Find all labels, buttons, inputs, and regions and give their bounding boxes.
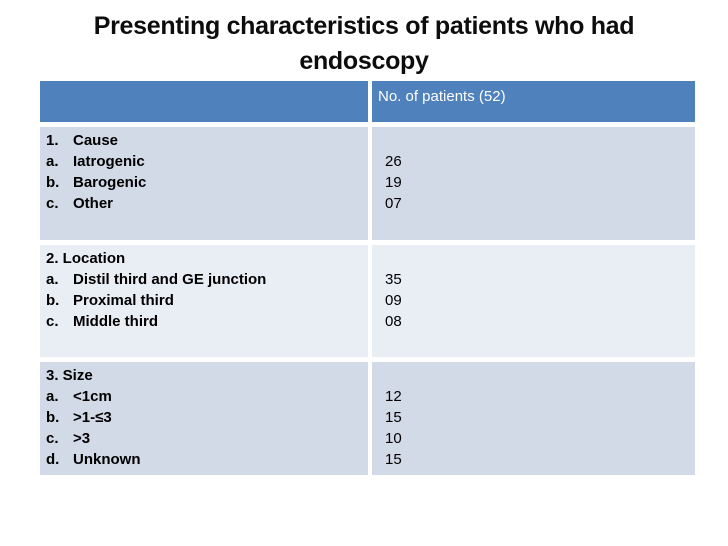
item-marker: d. — [46, 451, 60, 468]
item-line: b. Proximal third — [46, 290, 368, 311]
characteristic-cell: 1. Cause a. Iatrogenic b. Barogenic c. O… — [40, 127, 368, 240]
item-marker: c. — [46, 430, 59, 447]
item-marker: b. — [46, 292, 60, 309]
header-patients-label: No. of patients (52) — [378, 88, 506, 105]
header-empty-cell — [40, 81, 368, 122]
item-line: b. Barogenic — [46, 172, 368, 193]
item-marker: b. — [46, 409, 60, 426]
item-marker: c. — [46, 195, 59, 212]
value-line: 09 — [385, 292, 402, 309]
characteristic-cell: 2. Location a. Distil third and GE junct… — [40, 245, 368, 357]
count-cell: 35 09 08 — [372, 245, 695, 357]
table-row-cause: 1. Cause a. Iatrogenic b. Barogenic c. O… — [40, 127, 695, 240]
item-label: Barogenic — [73, 174, 147, 191]
value-spacer-line — [385, 365, 695, 386]
table-row-location: 2. Location a. Distil third and GE junct… — [40, 245, 695, 357]
item-line: a. Distil third and GE junction — [46, 269, 368, 290]
count-cell: 26 19 07 — [372, 127, 695, 240]
slide-title-line2: endoscopy — [299, 47, 429, 75]
item-marker: a. — [46, 388, 59, 405]
column-divider — [368, 81, 372, 122]
item-label: >1-≤3 — [73, 409, 112, 426]
value-line: 12 — [385, 388, 402, 405]
item-line: c. Other — [46, 193, 368, 214]
item-line: c. >3 — [46, 428, 368, 449]
item-label: >3 — [73, 430, 91, 447]
characteristic-cell: 3. Size a. <1cm b. >1-≤3 c. >3 d. Unknow… — [40, 362, 368, 475]
section-title-line: 3. Size — [46, 365, 368, 386]
header-patients-cell: No. of patients (52) — [372, 81, 695, 122]
value-line: 08 — [385, 313, 402, 330]
section-title-line: 2. Location — [46, 248, 368, 269]
value-line: 26 — [385, 153, 402, 170]
item-label: Other — [73, 195, 114, 212]
item-label: Distil third and GE junction — [73, 271, 267, 288]
section-title: Cause — [73, 132, 119, 149]
item-line: a. <1cm — [46, 386, 368, 407]
count-cell: 12 15 10 15 — [372, 362, 695, 475]
item-label: Iatrogenic — [73, 153, 145, 170]
item-line: b. >1-≤3 — [46, 407, 368, 428]
section-title-line: 1. Cause — [46, 130, 368, 151]
value-line: 15 — [385, 409, 402, 426]
section-title: 2. Location — [46, 250, 126, 267]
table-row-size: 3. Size a. <1cm b. >1-≤3 c. >3 d. Unknow… — [40, 362, 695, 475]
column-divider — [368, 362, 372, 475]
value-spacer-line — [385, 130, 695, 151]
slide-title: Presenting characteristics of patients w… — [0, 9, 728, 79]
value-spacer-line — [385, 248, 695, 269]
item-marker: a. — [46, 153, 59, 170]
column-divider — [368, 127, 372, 240]
item-marker: c. — [46, 313, 59, 330]
slide-title-line1: Presenting characteristics of patients w… — [93, 12, 635, 40]
value-line: 07 — [385, 195, 402, 212]
characteristics-table: No. of patients (52) 1. Cause a. Iatroge… — [40, 81, 695, 480]
value-line: 19 — [385, 174, 402, 191]
value-line: 15 — [385, 451, 402, 468]
section-title: 3. Size — [46, 367, 93, 384]
item-line: a. Iatrogenic — [46, 151, 368, 172]
item-label: Proximal third — [73, 292, 174, 309]
value-line: 35 — [385, 271, 402, 288]
item-marker: b. — [46, 174, 60, 191]
item-label: Middle third — [73, 313, 158, 330]
item-label: <1cm — [73, 388, 112, 405]
item-marker: a. — [46, 271, 59, 288]
column-divider — [368, 245, 372, 357]
value-line: 10 — [385, 430, 402, 447]
table-header-row: No. of patients (52) — [40, 81, 695, 122]
item-label: Unknown — [73, 451, 141, 468]
item-line: d. Unknown — [46, 449, 368, 470]
item-line: c. Middle third — [46, 311, 368, 332]
section-number: 1. — [46, 132, 59, 149]
